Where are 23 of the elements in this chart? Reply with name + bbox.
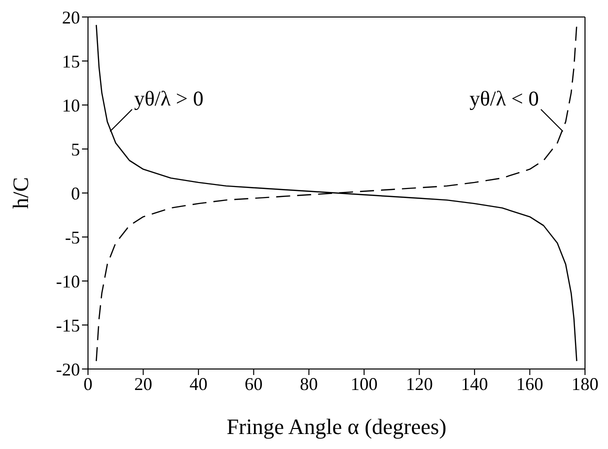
- annotation: yθ/λ > 0: [134, 86, 204, 110]
- x-tick-label: 0: [84, 374, 92, 394]
- x-tick-label: 100: [350, 374, 378, 394]
- y-tick-label: 5: [71, 139, 80, 160]
- y-tick-label: 20: [62, 7, 80, 28]
- x-axis-title: Fringe Angle α (degrees): [226, 414, 446, 439]
- y-tick-label: 10: [62, 95, 80, 116]
- x-tick-label: 40: [189, 374, 208, 394]
- x-tick-label: 140: [461, 374, 488, 394]
- y-tick-label: 0: [71, 183, 80, 204]
- y-tick-label: -15: [56, 315, 80, 336]
- y-tick-label: -20: [56, 359, 80, 380]
- x-tick-label: 180: [572, 374, 598, 394]
- y-tick-label: -5: [65, 227, 80, 248]
- x-tick-label: 120: [406, 374, 433, 394]
- y-tick-label: 15: [62, 51, 80, 72]
- y-axis-title: h/C: [8, 177, 33, 209]
- x-tick-label: 80: [300, 374, 318, 394]
- y-tick-label: -10: [56, 271, 80, 292]
- x-tick-label: 60: [244, 374, 263, 394]
- x-tick-label: 20: [134, 374, 152, 394]
- annotation: yθ/λ < 0: [469, 86, 539, 110]
- x-tick-label: 160: [516, 374, 544, 394]
